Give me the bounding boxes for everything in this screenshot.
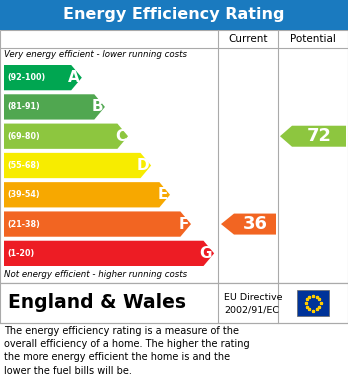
Text: (55-68): (55-68): [7, 161, 40, 170]
Text: F: F: [179, 217, 189, 231]
Polygon shape: [4, 212, 191, 237]
Text: (21-38): (21-38): [7, 220, 40, 229]
Text: (92-100): (92-100): [7, 73, 45, 82]
Polygon shape: [4, 65, 82, 90]
Text: D: D: [136, 158, 149, 173]
Text: The energy efficiency rating is a measure of the
overall efficiency of a home. T: The energy efficiency rating is a measur…: [4, 326, 250, 376]
Text: B: B: [91, 99, 103, 115]
Text: Energy Efficiency Rating: Energy Efficiency Rating: [63, 7, 285, 23]
Text: (69-80): (69-80): [7, 132, 40, 141]
Text: EU Directive: EU Directive: [224, 292, 283, 301]
Polygon shape: [221, 213, 276, 235]
Text: 72: 72: [307, 127, 332, 145]
Text: (39-54): (39-54): [7, 190, 40, 199]
Text: C: C: [115, 129, 126, 144]
Polygon shape: [280, 126, 346, 147]
Bar: [0, 0, 348, 30]
Text: Very energy efficient - lower running costs: Very energy efficient - lower running co…: [4, 50, 187, 59]
Bar: [0, 283, 348, 323]
Polygon shape: [4, 124, 128, 149]
Text: Not energy efficient - higher running costs: Not energy efficient - higher running co…: [4, 270, 187, 279]
Text: 2002/91/EC: 2002/91/EC: [224, 306, 279, 315]
Text: G: G: [200, 246, 212, 261]
Text: Current: Current: [228, 34, 268, 44]
Polygon shape: [4, 94, 105, 120]
Bar: [0, 30, 348, 283]
Text: England & Wales: England & Wales: [8, 294, 186, 312]
Bar: [297, 290, 329, 316]
Polygon shape: [4, 241, 214, 266]
Text: (81-91): (81-91): [7, 102, 40, 111]
Polygon shape: [4, 153, 151, 178]
Text: Potential: Potential: [290, 34, 336, 44]
Text: 36: 36: [243, 215, 268, 233]
Text: E: E: [158, 187, 168, 202]
Polygon shape: [4, 182, 170, 208]
Text: A: A: [68, 70, 80, 85]
Text: (1-20): (1-20): [7, 249, 34, 258]
